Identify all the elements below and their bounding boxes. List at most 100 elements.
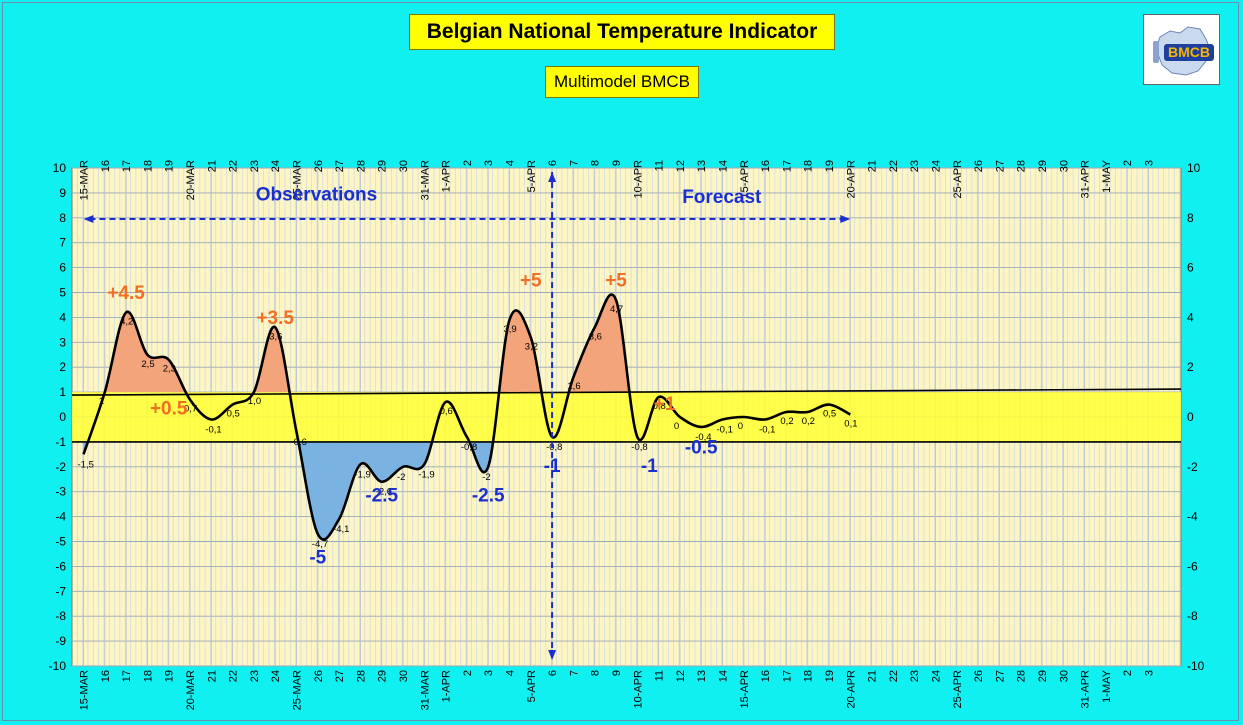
y-tick-label: -8 bbox=[55, 609, 66, 623]
data-label: 0,5 bbox=[227, 409, 240, 420]
x-tick-label-top: 1-MAY bbox=[1101, 159, 1113, 192]
anomaly-annotation: -0.5 bbox=[685, 437, 718, 458]
y-tick-label: -2 bbox=[55, 460, 66, 474]
data-label: 0,2 bbox=[780, 416, 793, 427]
x-tick-label-bottom: 23 bbox=[909, 670, 921, 682]
x-tick-label-top: 15-APR bbox=[739, 160, 751, 199]
x-tick-label-bottom: 21 bbox=[206, 670, 218, 682]
x-tick-label-bottom: 4 bbox=[505, 670, 517, 676]
y-tick-label: -4 bbox=[55, 510, 66, 524]
bmcb-logo: BMCB bbox=[1143, 14, 1220, 85]
x-tick-label-bottom: 3 bbox=[1144, 670, 1156, 676]
x-tick-label-bottom: 23 bbox=[249, 670, 261, 682]
data-label: -0,1 bbox=[205, 424, 221, 435]
section-arrow-right bbox=[840, 215, 851, 224]
data-label: 4,7 bbox=[610, 304, 623, 315]
anomaly-annotation: -1 bbox=[641, 456, 658, 477]
x-tick-label-bottom: 12 bbox=[675, 670, 687, 682]
x-tick-label-bottom: 2 bbox=[1122, 670, 1134, 676]
data-label: -0,8 bbox=[461, 442, 477, 453]
data-label: 3,6 bbox=[269, 331, 282, 342]
temperature-series-line bbox=[82, 293, 851, 541]
x-tick-label-top: 30 bbox=[398, 160, 410, 172]
x-tick-label-bottom: 22 bbox=[228, 670, 240, 682]
x-tick-label-top: 16 bbox=[760, 160, 772, 172]
x-tick-label-top: 14 bbox=[718, 160, 730, 172]
data-label: -4,7 bbox=[312, 539, 328, 550]
x-tick-label-bottom: 28 bbox=[1016, 670, 1028, 682]
y2-tick-label: 4 bbox=[1187, 310, 1194, 324]
data-label: -0,1 bbox=[759, 424, 775, 435]
x-tick-label-bottom: 27 bbox=[994, 670, 1006, 682]
x-tick-label-top: 16 bbox=[100, 160, 112, 172]
x-tick-label-top: 29 bbox=[1037, 160, 1049, 172]
x-tick-label-bottom: 5-APR bbox=[526, 670, 538, 702]
logo-text: BMCB bbox=[1168, 44, 1210, 60]
x-tick-label-bottom: 7 bbox=[568, 670, 580, 676]
x-tick-label-bottom: 10-APR bbox=[632, 670, 644, 709]
data-label: 1 bbox=[99, 396, 104, 407]
x-tick-label-bottom: 26 bbox=[973, 670, 985, 682]
x-tick-label-top: 12 bbox=[675, 160, 687, 172]
y-tick-label: 9 bbox=[59, 186, 66, 200]
y2-tick-label: 8 bbox=[1187, 211, 1194, 225]
x-tick-label-top: 23 bbox=[909, 160, 921, 172]
x-tick-label-top: 19 bbox=[824, 160, 836, 172]
x-tick-label-bottom: 30 bbox=[398, 670, 410, 682]
data-label: 3,9 bbox=[504, 324, 517, 335]
x-tick-label-bottom: 18 bbox=[142, 670, 154, 682]
anomaly-annotation: -2.5 bbox=[472, 485, 505, 506]
x-tick-label-bottom: 29 bbox=[377, 670, 389, 682]
x-tick-label-bottom: 16 bbox=[100, 670, 112, 682]
x-tick-label-top: 20-MAR bbox=[185, 160, 197, 200]
data-label: -4,1 bbox=[333, 524, 349, 535]
x-tick-label-top: 26 bbox=[973, 160, 985, 172]
chart-title: Belgian National Temperature Indicator bbox=[409, 14, 835, 50]
y-tick-label: 10 bbox=[53, 161, 67, 175]
y-tick-label: -7 bbox=[55, 584, 66, 598]
section-arrow-left bbox=[83, 215, 94, 224]
data-label: 1,6 bbox=[567, 381, 580, 392]
y-tick-label: -10 bbox=[49, 659, 67, 673]
x-tick-label-top: 17 bbox=[121, 160, 133, 172]
x-tick-label-top: 25-MAR bbox=[292, 160, 304, 200]
bmcb-logo-graphic: BMCB bbox=[1153, 26, 1214, 76]
data-label: 4,2 bbox=[120, 316, 133, 327]
x-tick-label-bottom: 28 bbox=[355, 670, 367, 682]
x-tick-label-bottom: 1-APR bbox=[441, 670, 453, 702]
x-tick-label-top: 15-MAR bbox=[79, 160, 91, 200]
x-tick-label-bottom: 29 bbox=[1037, 670, 1049, 682]
x-tick-label-bottom: 6 bbox=[547, 670, 559, 676]
y2-tick-label: -6 bbox=[1187, 559, 1198, 573]
y-tick-label: -5 bbox=[55, 535, 66, 549]
x-tick-label-bottom: 31-APR bbox=[1080, 670, 1092, 709]
band-upper-line bbox=[71, 388, 1182, 396]
x-tick-label-bottom: 30 bbox=[1058, 670, 1070, 682]
x-tick-label-top: 28 bbox=[355, 160, 367, 172]
x-tick-label-bottom: 8 bbox=[590, 670, 602, 676]
x-tick-label-top: 18 bbox=[142, 160, 154, 172]
data-label: -1,9 bbox=[354, 469, 370, 480]
x-tick-label-top: 27 bbox=[994, 160, 1006, 172]
x-tick-label-bottom: 26 bbox=[313, 670, 325, 682]
x-tick-label-top: 9 bbox=[611, 160, 623, 166]
x-tick-label-bottom: 11 bbox=[654, 670, 666, 681]
x-tick-label-bottom: 13 bbox=[696, 670, 708, 682]
chart-subtitle: Multimodel BMCB bbox=[545, 66, 699, 98]
anomaly-annotation: -5 bbox=[309, 548, 326, 569]
data-label: 3,6 bbox=[589, 331, 602, 342]
y2-tick-label: -4 bbox=[1187, 510, 1198, 524]
x-tick-label-bottom: 19 bbox=[164, 670, 176, 682]
data-label: -0,1 bbox=[717, 424, 733, 435]
y2-tick-label: 10 bbox=[1187, 161, 1201, 175]
x-tick-label-top: 22 bbox=[888, 160, 900, 172]
x-tick-label-bottom: 20-APR bbox=[845, 670, 857, 709]
y-tick-label: -9 bbox=[55, 634, 66, 648]
data-label: 0 bbox=[738, 421, 743, 432]
data-label: 1,0 bbox=[248, 396, 261, 407]
normal-band bbox=[72, 392, 1181, 442]
anomaly-annotation: +3.5 bbox=[256, 308, 294, 329]
y-tick-label: 8 bbox=[59, 211, 66, 225]
